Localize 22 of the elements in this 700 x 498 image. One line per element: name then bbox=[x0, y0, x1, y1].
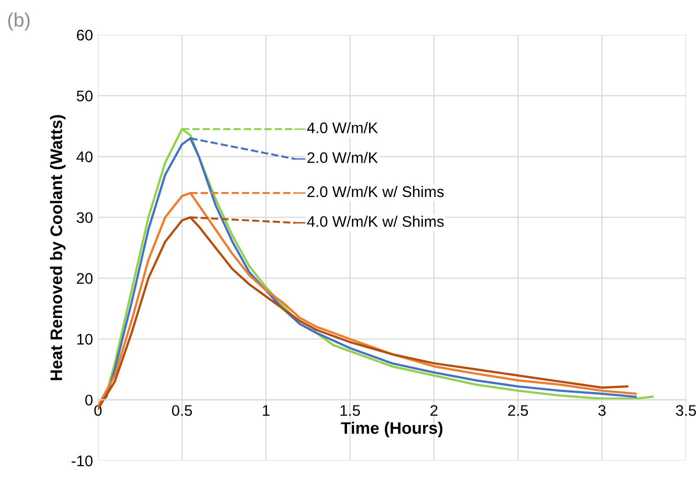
y-tick-label: 0 bbox=[85, 394, 93, 406]
y-axis-title: Heat Removed by Coolant (Watts) bbox=[50, 115, 66, 380]
legend-label: 4.0 W/m/K bbox=[307, 122, 378, 134]
legend-label: 2.0 W/m/K w/ Shims bbox=[308, 186, 444, 198]
y-tick-label: 40 bbox=[76, 151, 93, 162]
legend-label: 2.0 W/m/K bbox=[308, 152, 378, 164]
x-axis-title: Time (Hours) bbox=[340, 422, 442, 438]
y-tick-label: 20 bbox=[76, 273, 93, 284]
y-tick-label: 30 bbox=[76, 212, 93, 224]
x-tick-label: 1 bbox=[262, 405, 270, 416]
x-tick-label: 3 bbox=[598, 405, 606, 416]
chart-title: (b) bbox=[8, 12, 30, 31]
y-tick-label: 50 bbox=[76, 90, 93, 102]
x-tick-label: 0.5 bbox=[172, 405, 192, 416]
y-tick-label: -10 bbox=[72, 456, 93, 466]
x-tick-label: 2 bbox=[430, 405, 438, 416]
x-tick-label: 1.5 bbox=[340, 405, 360, 416]
x-tick-label: 3.5 bbox=[676, 405, 696, 416]
y-tick-label: 10 bbox=[77, 334, 93, 345]
x-tick-label: 2.5 bbox=[508, 405, 528, 416]
legend-label: 4.0 W/m/K w/ Shims bbox=[307, 216, 444, 227]
y-tick-label: 60 bbox=[76, 30, 93, 41]
